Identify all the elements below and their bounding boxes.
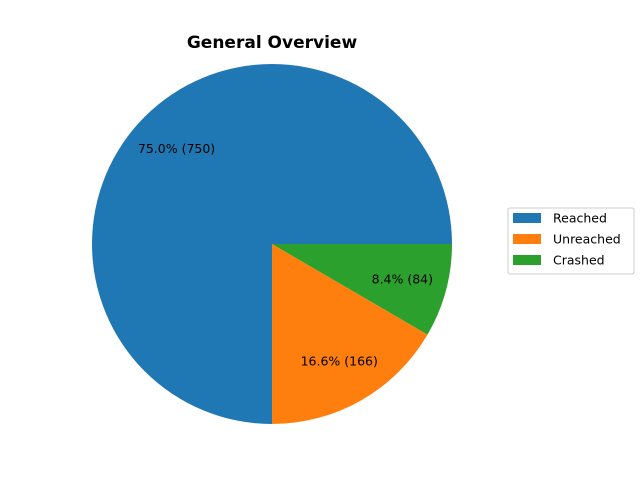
legend-swatch-unreached xyxy=(513,234,541,244)
legend-swatch-reached xyxy=(513,213,541,223)
legend-items: Reached Unreached Crashed xyxy=(513,211,621,268)
legend-label-crashed: Crashed xyxy=(553,253,605,268)
chart-title: General Overview xyxy=(187,33,358,53)
slice-label-unreached: 16.6% (166) xyxy=(301,354,378,369)
legend-swatch-crashed xyxy=(513,255,541,265)
slice-label-crashed: 8.4% (84) xyxy=(372,272,433,287)
slice-labels: 75.0% (750) 16.6% (166) 8.4% (84) xyxy=(138,141,433,369)
legend: Reached Unreached Crashed xyxy=(507,207,635,275)
pie-slice-unreached xyxy=(272,244,428,424)
pie-slice-crashed xyxy=(272,244,452,335)
legend-label-unreached: Unreached xyxy=(553,232,621,247)
legend-label-reached: Reached xyxy=(553,211,607,226)
slice-label-reached: 75.0% (750) xyxy=(138,141,215,156)
pie-slices xyxy=(92,64,452,424)
